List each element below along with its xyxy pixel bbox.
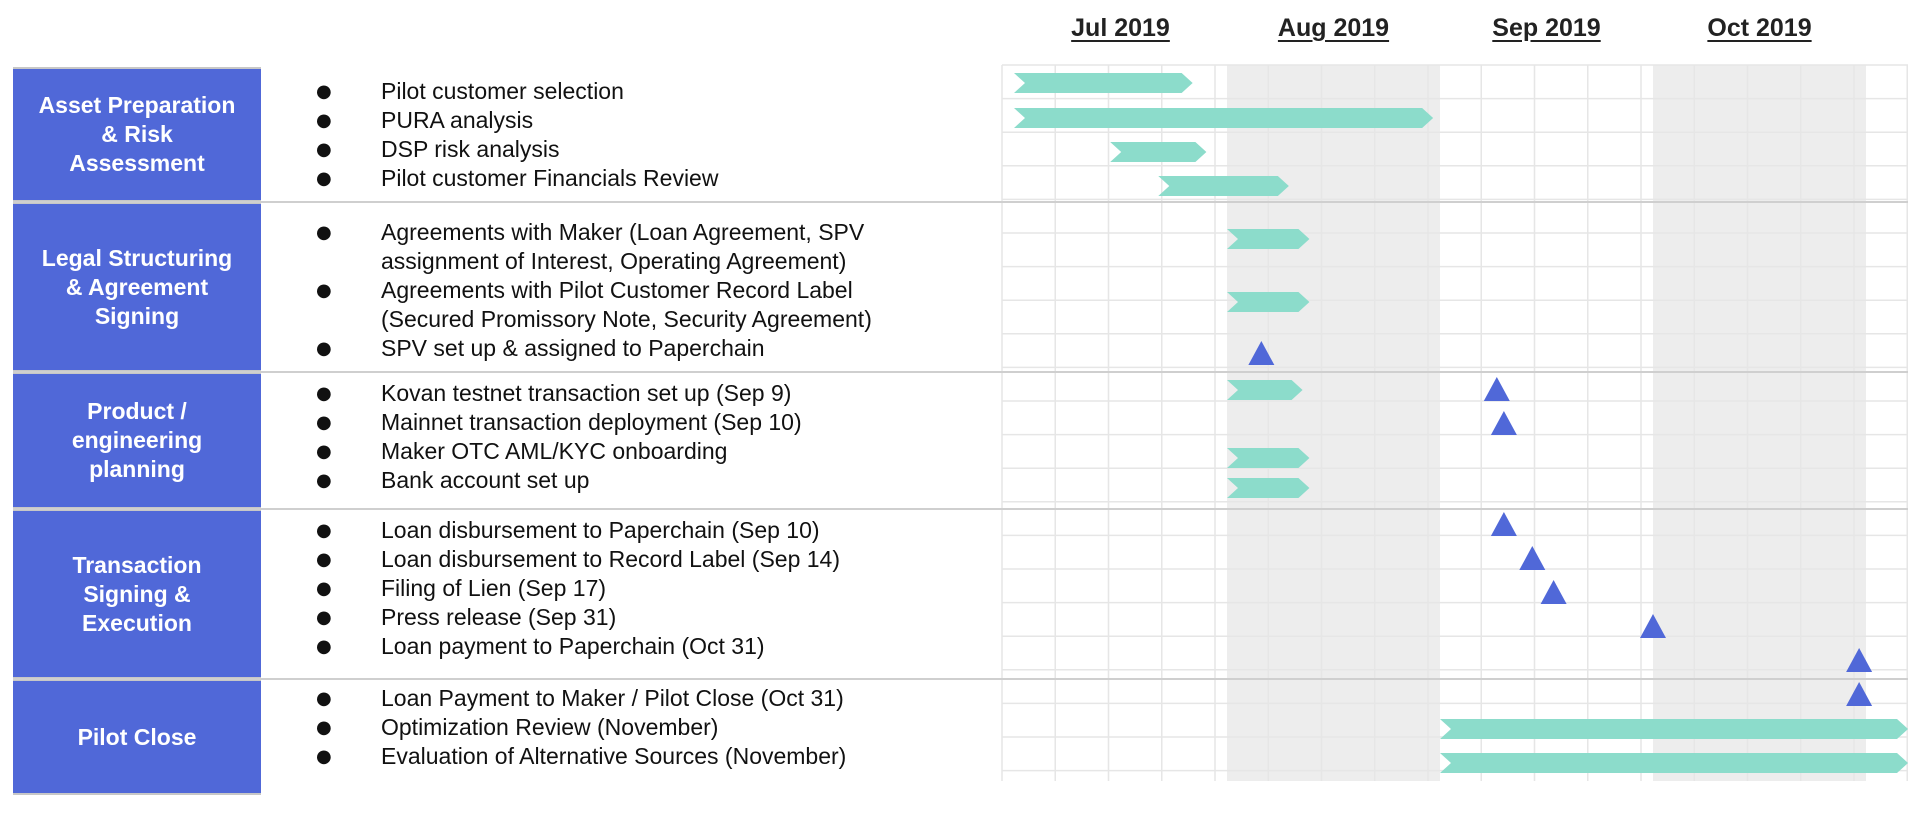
task-bar [1227,380,1303,400]
task-bar [1227,448,1310,468]
phase-label: Product / engineering planning [13,372,261,509]
task-label: DSP risk analysis [381,136,560,162]
phase-separator [13,508,1908,510]
task-label: Maker OTC AML/KYC onboarding [381,438,728,464]
milestone-marker [1540,580,1567,605]
task-label: Loan disbursement to Paperchain (Sep 10) [381,517,820,543]
task-label: Bank account set up [381,467,590,493]
bullet-icon: ● [316,549,332,570]
task-label: Loan Payment to Maker / Pilot Close (Oct… [381,685,844,711]
bullet-icon: ● [316,280,332,301]
task-label-continued: (Secured Promissory Note, Security Agree… [381,306,872,332]
milestone-marker [1483,377,1510,402]
task-bar [1110,142,1207,162]
bullet-icon: ● [316,441,332,462]
task-label: Pilot customer Financials Review [381,165,719,191]
bullet-icon: ● [316,81,332,102]
month-header: Jul 2019 [1071,14,1170,42]
task-label: Filing of Lien (Sep 17) [381,575,607,601]
bullet-icon: ● [316,607,332,628]
bullet-icon: ● [316,168,332,189]
task-label: Loan disbursement to Record Label (Sep 1… [381,546,841,572]
phase-separator [13,201,1908,203]
task-label: Evaluation of Alternative Sources (Novem… [381,743,847,769]
task-label: Loan payment to Paperchain (Oct 31) [381,633,765,659]
bullet-icon: ● [316,636,332,657]
bullet-icon: ● [316,412,332,433]
task-label: Pilot customer selection [381,78,624,104]
bullet-icon: ● [316,338,332,359]
phase-label: Pilot Close [13,679,261,795]
milestone-marker [1248,341,1275,366]
task-bar [1227,478,1310,498]
task-label: Press release (Sep 31) [381,604,617,630]
bullet-icon: ● [316,222,332,243]
month-shade [1227,65,1440,781]
phase-label: Asset Preparation & Risk Assessment [13,67,261,202]
milestone-marker [1490,512,1517,537]
phase-label: Transaction Signing & Execution [13,509,261,679]
task-label: Mainnet transaction deployment (Sep 10) [381,409,802,435]
milestone-marker [1846,648,1873,673]
bullet-icon: ● [316,688,332,709]
task-bar [1014,108,1434,128]
month-shade [1653,65,1866,781]
task-label: PURA analysis [381,107,534,133]
task-bar [1227,292,1310,312]
task-bar [1158,176,1289,196]
bullet-icon: ● [316,383,332,404]
milestone-marker [1519,546,1546,571]
task-label: Agreements with Pilot Customer Record La… [381,277,853,303]
milestone-marker [1846,682,1873,707]
task-label: Kovan testnet transaction set up (Sep 9) [381,380,792,406]
milestone-marker [1490,411,1517,436]
task-bar [1227,229,1310,249]
phase-label: Legal Structuring & Agreement Signing [13,202,261,372]
task-label: SPV set up & assigned to Paperchain [381,335,765,361]
task-bar [1440,753,1908,773]
bullet-icon: ● [316,139,332,160]
bullet-icon: ● [316,110,332,131]
phase-separator [13,678,1908,680]
month-header: Sep 2019 [1492,14,1601,42]
task-label: Agreements with Maker (Loan Agreement, S… [381,219,865,245]
bullet-icon: ● [316,717,332,738]
bullet-icon: ● [316,578,332,599]
month-header: Oct 2019 [1707,14,1812,42]
task-bar [1014,73,1193,93]
bullet-icon: ● [316,470,332,491]
task-label-continued: assignment of Interest, Operating Agreem… [381,248,847,274]
milestone-marker [1640,614,1666,639]
task-label: Optimization Review (November) [381,714,719,740]
bullet-icon: ● [316,520,332,541]
month-header: Aug 2019 [1277,14,1390,42]
phase-separator [13,371,1908,373]
task-bar [1440,719,1908,739]
bullet-icon: ● [316,746,332,767]
